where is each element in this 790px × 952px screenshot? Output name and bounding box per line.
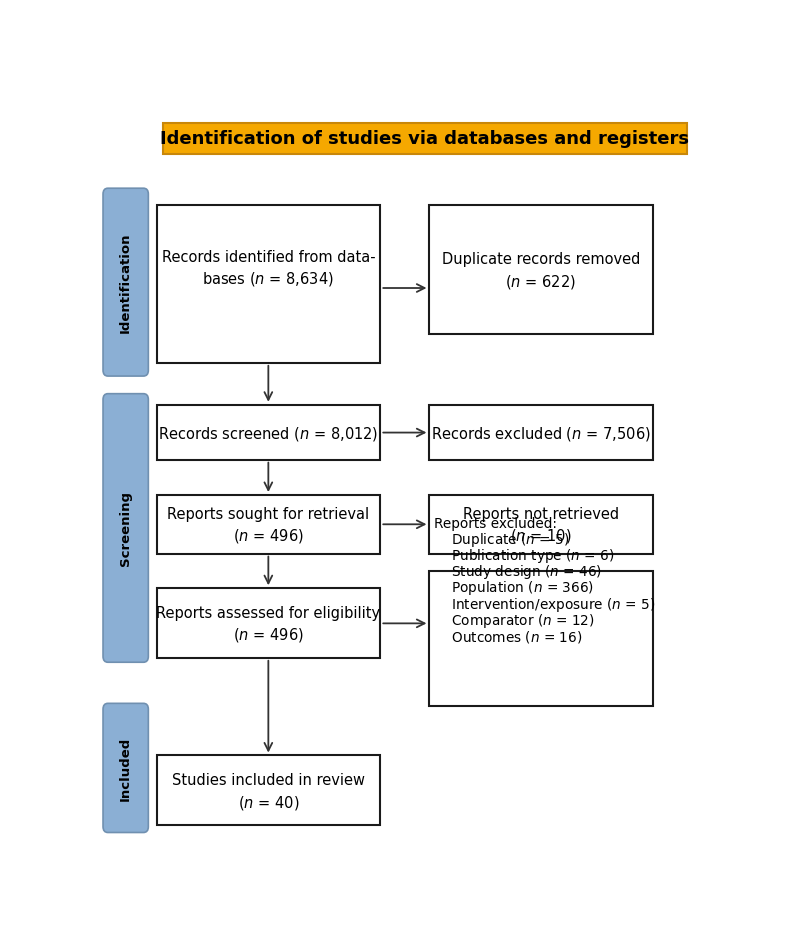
- FancyBboxPatch shape: [157, 495, 381, 554]
- Text: ($\mathit{n}$ = 622): ($\mathit{n}$ = 622): [506, 272, 576, 290]
- Text: Publication type ($\mathit{n}$ = 6): Publication type ($\mathit{n}$ = 6): [435, 546, 615, 565]
- Text: Identification of studies via databases and registers: Identification of studies via databases …: [160, 130, 689, 149]
- Text: Records excluded ($\mathit{n}$ = 7,506): Records excluded ($\mathit{n}$ = 7,506): [431, 425, 651, 442]
- Text: Intervention/exposure ($\mathit{n}$ = 5): Intervention/exposure ($\mathit{n}$ = 5): [435, 595, 656, 613]
- FancyBboxPatch shape: [157, 588, 381, 658]
- Text: Outcomes ($\mathit{n}$ = 16): Outcomes ($\mathit{n}$ = 16): [435, 628, 583, 645]
- Text: Reports excluded:: Reports excluded:: [435, 516, 557, 530]
- FancyBboxPatch shape: [430, 571, 653, 706]
- Text: ($\mathit{n}$ = 40): ($\mathit{n}$ = 40): [238, 793, 299, 811]
- Text: Comparator ($\mathit{n}$ = 12): Comparator ($\mathit{n}$ = 12): [435, 611, 595, 629]
- Text: Duplicate records removed: Duplicate records removed: [442, 252, 640, 267]
- FancyBboxPatch shape: [157, 756, 381, 825]
- FancyBboxPatch shape: [103, 704, 149, 833]
- Text: ($\mathit{n}$ = 496): ($\mathit{n}$ = 496): [233, 625, 304, 644]
- Text: ($\mathit{n}$ = 496): ($\mathit{n}$ = 496): [233, 526, 304, 545]
- FancyBboxPatch shape: [430, 406, 653, 460]
- FancyBboxPatch shape: [103, 189, 149, 377]
- Text: Study design ($\mathit{n}$ = 46): Study design ($\mathit{n}$ = 46): [435, 563, 602, 581]
- Text: Reports sought for retrieval: Reports sought for retrieval: [167, 506, 370, 522]
- FancyBboxPatch shape: [103, 394, 149, 663]
- FancyBboxPatch shape: [430, 495, 653, 554]
- Text: ($\mathit{n}$ = 10): ($\mathit{n}$ = 10): [510, 526, 571, 545]
- Text: Reports not retrieved: Reports not retrieved: [463, 506, 619, 522]
- Text: Records screened ($\mathit{n}$ = 8,012): Records screened ($\mathit{n}$ = 8,012): [158, 425, 378, 442]
- Text: Records identified from data-: Records identified from data-: [161, 249, 375, 265]
- FancyBboxPatch shape: [163, 124, 687, 154]
- Text: bases ($\mathit{n}$ = 8,634): bases ($\mathit{n}$ = 8,634): [202, 270, 334, 288]
- Text: Population ($\mathit{n}$ = 366): Population ($\mathit{n}$ = 366): [435, 579, 594, 597]
- FancyBboxPatch shape: [157, 406, 381, 460]
- Text: Identification: Identification: [119, 232, 132, 333]
- FancyBboxPatch shape: [157, 206, 381, 364]
- Text: Included: Included: [119, 736, 132, 801]
- FancyBboxPatch shape: [430, 206, 653, 334]
- Text: Reports assessed for eligibility: Reports assessed for eligibility: [156, 605, 381, 620]
- Text: Duplicate ($\mathit{n}$ = 5): Duplicate ($\mathit{n}$ = 5): [435, 530, 570, 548]
- Text: Studies included in review: Studies included in review: [172, 772, 365, 787]
- Text: Screening: Screening: [119, 491, 132, 565]
